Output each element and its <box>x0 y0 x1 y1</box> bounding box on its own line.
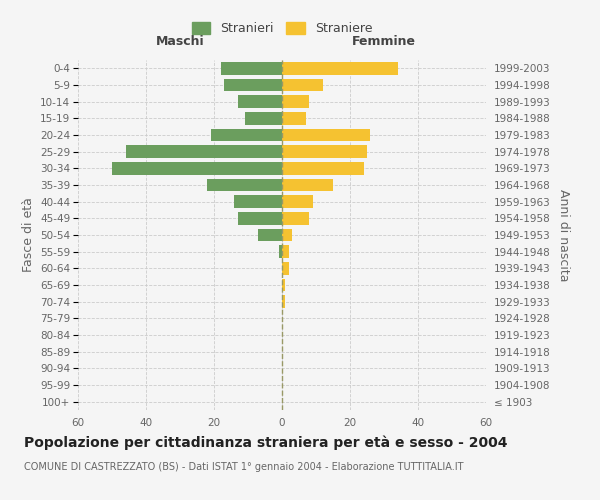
Bar <box>224 79 282 92</box>
Text: COMUNE DI CASTREZZATO (BS) - Dati ISTAT 1° gennaio 2004 - Elaborazione TUTTITALI: COMUNE DI CASTREZZATO (BS) - Dati ISTAT … <box>24 462 464 472</box>
Bar <box>278 246 282 258</box>
Bar <box>282 79 323 92</box>
Bar <box>282 112 306 124</box>
Bar <box>238 212 282 224</box>
Bar <box>125 146 282 158</box>
Bar <box>282 179 333 192</box>
Bar <box>282 262 289 274</box>
Bar <box>211 129 282 141</box>
Bar <box>112 162 282 174</box>
Bar <box>238 96 282 108</box>
Bar <box>245 112 282 124</box>
Text: Femmine: Femmine <box>352 36 416 49</box>
Y-axis label: Fasce di età: Fasce di età <box>22 198 35 272</box>
Bar <box>282 129 370 141</box>
Y-axis label: Anni di nascita: Anni di nascita <box>557 188 570 281</box>
Text: Maschi: Maschi <box>155 36 205 49</box>
Bar <box>258 229 282 241</box>
Text: Popolazione per cittadinanza straniera per età e sesso - 2004: Popolazione per cittadinanza straniera p… <box>24 435 508 450</box>
Bar <box>282 146 367 158</box>
Legend: Stranieri, Straniere: Stranieri, Straniere <box>187 18 377 40</box>
Bar <box>282 212 309 224</box>
Bar <box>282 62 398 74</box>
Bar <box>282 279 286 291</box>
Bar <box>282 162 364 174</box>
Bar <box>235 196 282 208</box>
Bar <box>221 62 282 74</box>
Bar <box>207 179 282 192</box>
Bar <box>282 246 289 258</box>
Bar <box>282 196 313 208</box>
Bar <box>282 296 286 308</box>
Bar <box>282 96 309 108</box>
Bar <box>282 229 292 241</box>
